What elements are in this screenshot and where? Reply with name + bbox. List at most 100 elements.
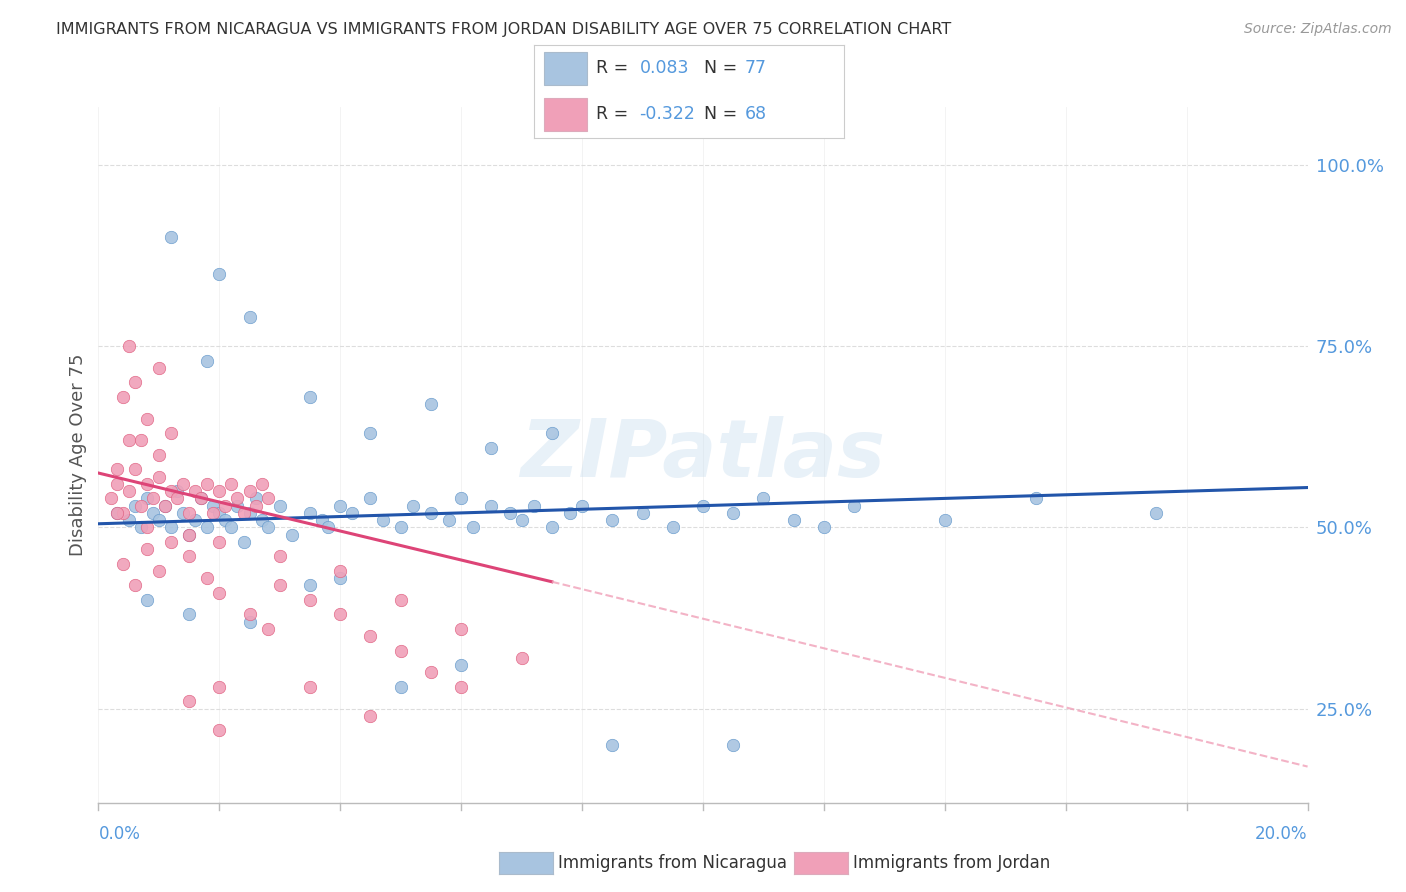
Point xyxy=(111,557,134,571)
Point xyxy=(118,339,141,353)
Point xyxy=(118,513,141,527)
Point xyxy=(450,680,472,694)
Point xyxy=(160,484,183,499)
Point xyxy=(124,578,146,592)
Point xyxy=(631,506,654,520)
Point xyxy=(661,520,683,534)
Point xyxy=(510,651,533,665)
Point xyxy=(148,361,170,376)
Point xyxy=(208,680,231,694)
Point xyxy=(402,499,425,513)
Point xyxy=(602,738,624,752)
Point xyxy=(463,520,485,534)
Y-axis label: Disability Age Over 75: Disability Age Over 75 xyxy=(69,353,87,557)
Point xyxy=(299,592,322,607)
Point xyxy=(105,462,128,476)
Point xyxy=(269,549,291,564)
Point xyxy=(420,665,443,680)
Bar xyxy=(544,98,586,131)
Point xyxy=(299,578,322,592)
Point xyxy=(208,723,231,738)
Point xyxy=(360,708,382,723)
Point xyxy=(221,520,243,534)
Point xyxy=(135,491,157,506)
Point xyxy=(934,513,956,527)
Point xyxy=(389,592,412,607)
Point xyxy=(389,680,412,694)
Text: Source: ZipAtlas.com: Source: ZipAtlas.com xyxy=(1244,22,1392,37)
Bar xyxy=(544,52,586,85)
Point xyxy=(232,534,254,549)
Point xyxy=(450,622,472,636)
Point xyxy=(105,506,128,520)
Point xyxy=(135,520,157,534)
Text: Immigrants from Jordan: Immigrants from Jordan xyxy=(853,854,1050,872)
Point xyxy=(129,499,152,513)
Point xyxy=(135,411,157,425)
Point xyxy=(142,491,165,506)
Point xyxy=(195,353,218,368)
Point xyxy=(510,513,533,527)
Text: N =: N = xyxy=(704,60,744,78)
Point xyxy=(208,267,231,281)
Point xyxy=(316,520,339,534)
Point xyxy=(782,513,804,527)
Text: R =: R = xyxy=(596,60,634,78)
Point xyxy=(256,622,278,636)
Point xyxy=(389,520,412,534)
Point xyxy=(540,520,562,534)
Point xyxy=(148,469,170,483)
Point xyxy=(329,571,352,585)
Point xyxy=(540,426,562,441)
Point xyxy=(1024,491,1046,506)
Point xyxy=(692,499,714,513)
Point xyxy=(214,499,236,513)
Point xyxy=(202,499,225,513)
Point xyxy=(142,506,165,520)
Point xyxy=(195,476,218,491)
Point xyxy=(160,520,183,534)
Point xyxy=(239,484,262,499)
Point xyxy=(135,592,157,607)
Point xyxy=(602,513,624,527)
Point xyxy=(172,476,194,491)
Point xyxy=(299,506,322,520)
Point xyxy=(111,506,134,520)
Point xyxy=(329,607,352,622)
Point xyxy=(153,499,176,513)
Point xyxy=(371,513,394,527)
Point xyxy=(214,513,236,527)
Point xyxy=(179,527,201,541)
Point xyxy=(437,513,460,527)
Point xyxy=(124,376,146,390)
Point xyxy=(124,462,146,476)
Point xyxy=(360,491,382,506)
Point xyxy=(813,520,835,534)
Point xyxy=(208,484,231,499)
Point xyxy=(329,564,352,578)
Point xyxy=(450,491,472,506)
Text: ZIPatlas: ZIPatlas xyxy=(520,416,886,494)
Point xyxy=(190,491,212,506)
Point xyxy=(179,694,201,708)
Point xyxy=(360,426,382,441)
Point xyxy=(208,585,231,599)
Point xyxy=(148,564,170,578)
Text: Immigrants from Nicaragua: Immigrants from Nicaragua xyxy=(558,854,787,872)
Point xyxy=(389,643,412,657)
Text: 20.0%: 20.0% xyxy=(1256,825,1308,843)
Text: 77: 77 xyxy=(745,60,766,78)
Point xyxy=(250,513,273,527)
Point xyxy=(179,506,201,520)
Point xyxy=(184,484,207,499)
Point xyxy=(190,491,212,506)
Text: 0.0%: 0.0% xyxy=(98,825,141,843)
Point xyxy=(135,476,157,491)
Point xyxy=(256,520,278,534)
Point xyxy=(195,520,218,534)
Point xyxy=(118,434,141,448)
Point xyxy=(360,629,382,643)
Point xyxy=(299,390,322,404)
Point xyxy=(844,499,866,513)
Point xyxy=(571,499,593,513)
